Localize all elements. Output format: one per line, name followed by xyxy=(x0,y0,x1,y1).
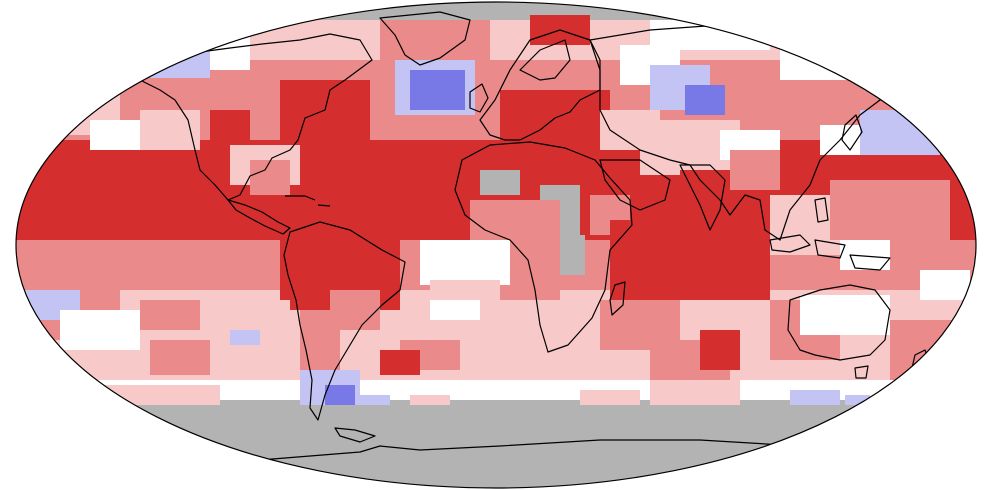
anomaly-cell-much-warmer xyxy=(380,350,420,375)
anomaly-cell-near-average xyxy=(840,240,890,270)
globe-outline xyxy=(15,1,977,489)
anomaly-cell-near-average xyxy=(90,120,140,150)
anomaly-cell-near-average xyxy=(780,40,860,80)
anomaly-cell-much-warmer xyxy=(700,330,740,370)
anomaly-cell-warmer xyxy=(150,340,210,375)
band-antarctic-missing xyxy=(16,405,976,488)
anomaly-cell-near-average xyxy=(430,300,480,320)
anomaly-cell-near-average xyxy=(60,310,140,350)
anomaly-cell-near-average xyxy=(920,270,970,300)
anomaly-cell-much-warmer xyxy=(210,110,250,145)
anomaly-cell-missing-col xyxy=(480,170,520,195)
anomaly-cell-missing-col xyxy=(560,235,585,275)
anomaly-cell-much-warmer xyxy=(500,90,610,150)
anomaly-cell-slightly-cooler xyxy=(230,330,260,345)
anomaly-cell-slightly-warmer xyxy=(140,110,200,150)
anomaly-cell-slightly-warmer xyxy=(460,340,550,380)
anomaly-cell-warmer xyxy=(140,300,200,330)
anomaly-cell-warmer xyxy=(300,310,340,370)
anomaly-cell-near-average xyxy=(800,295,890,335)
anomaly-cell-slightly-cooler xyxy=(860,110,940,155)
anomaly-cell-slightly-warmer xyxy=(650,380,740,405)
anomaly-cell-slightly-warmer xyxy=(700,300,740,325)
anomaly-cell-warmer xyxy=(860,55,920,95)
anomaly-cell-warmer xyxy=(380,20,490,65)
anomaly-cell-cooler xyxy=(410,70,465,110)
anomaly-cell-cooler xyxy=(685,85,725,115)
anomaly-cell-much-warmer xyxy=(610,220,770,300)
anomaly-cell-slightly-warmer xyxy=(220,300,290,335)
anomaly-cell-warmer xyxy=(830,180,950,240)
anomaly-cell-warmer xyxy=(250,160,290,195)
anomaly-cell-slightly-warmer xyxy=(770,195,840,255)
anomaly-grid xyxy=(16,15,976,488)
coastlines xyxy=(139,11,931,471)
band-arctic xyxy=(16,20,976,60)
anomaly-cell-warmer xyxy=(730,150,780,190)
anomaly-cell-near-average xyxy=(420,240,510,285)
